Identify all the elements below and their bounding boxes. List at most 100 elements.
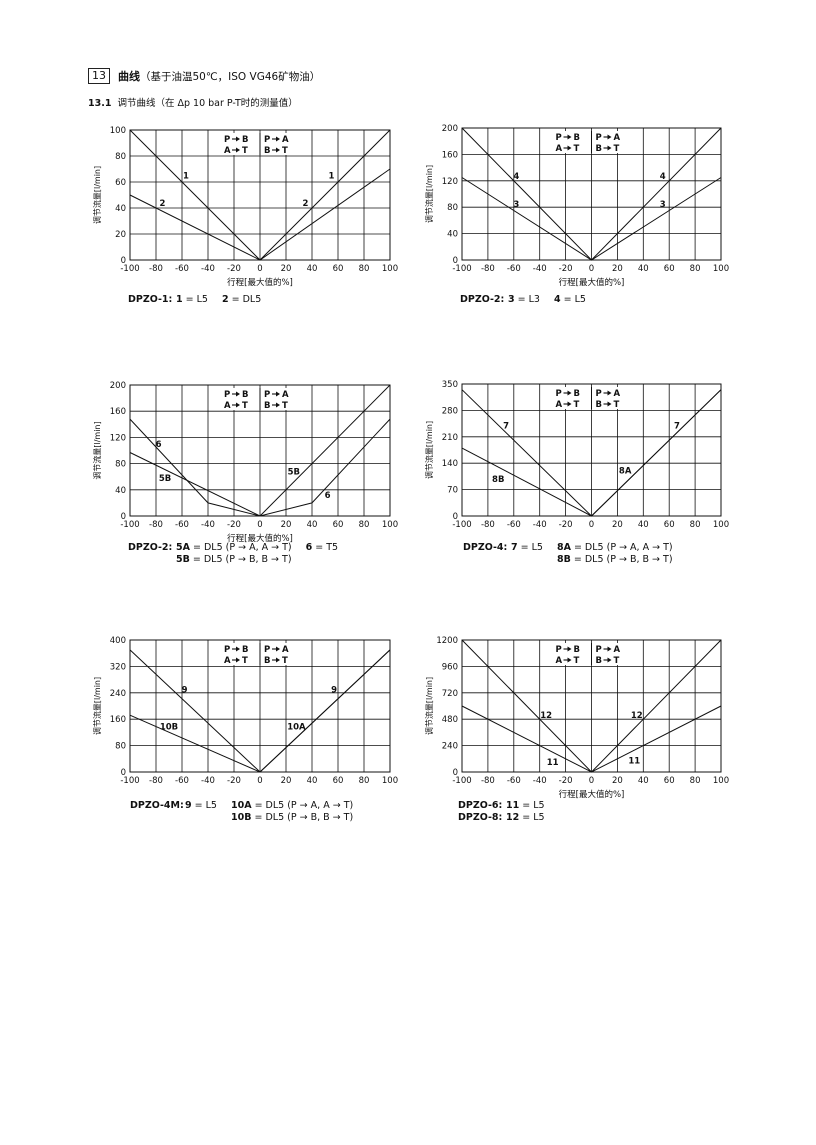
subsection-heading: 13.1 调节曲线（在 Δp 10 bar P-T时的测量值） <box>88 95 298 109</box>
caption-line: DPZO-6: 11 = L5 <box>458 800 545 812</box>
y-tick-label: 40 <box>115 204 126 214</box>
caption: DPZO-6: 11 = L5 <box>458 800 545 812</box>
curve-label: 4 <box>660 172 666 182</box>
caption: DPZO-4M: 9 = L5 10A = DL5 (P → A, A → T) 10… <box>130 800 353 824</box>
curve-label: 11 <box>628 756 640 766</box>
series-line-3 <box>461 177 722 261</box>
x-tick-label: 60 <box>333 520 344 530</box>
y-tick-label: 120 <box>442 177 458 187</box>
chart-2: -100 -80 -60 -40 -20 0 20 40 60 80 100 0 40 80 120 160 2… <box>424 124 729 288</box>
curve-label: 8B <box>492 475 504 485</box>
curve-label: 4 <box>513 172 519 182</box>
x-tick-label: 60 <box>664 776 675 786</box>
x-tick-label: 60 <box>333 264 344 274</box>
curve-label: 10B <box>160 722 178 732</box>
x-tick-label: 20 <box>612 520 623 530</box>
caption-model: DPZO-4: <box>463 542 508 553</box>
x-tick-label: 80 <box>690 264 701 274</box>
flow-letter: B <box>242 390 248 400</box>
y-tick-label: 80 <box>447 203 458 213</box>
y-tick-label: 120 <box>110 433 126 443</box>
caption-key: 10A <box>230 800 252 811</box>
y-tick-label: 280 <box>442 406 458 416</box>
curve-label: 12 <box>631 711 643 721</box>
flow-letter: A <box>282 390 289 400</box>
caption-text: = DL5 (P → B, B → T) <box>251 812 354 823</box>
caption-key: 8B <box>557 554 571 565</box>
x-tick-label: 0 <box>257 264 262 274</box>
caption-text: = L5 <box>560 294 586 305</box>
flow-arrow-head <box>276 646 280 652</box>
x-tick-label: -100 <box>120 520 139 530</box>
flow-letter: A <box>614 133 621 143</box>
x-tick-label: -80 <box>149 776 163 786</box>
flow-letter: T <box>614 656 620 666</box>
y-tick-label: 320 <box>110 662 126 672</box>
curve-label: 6 <box>325 491 331 501</box>
caption-model: DPZO-1: <box>128 294 173 305</box>
flow-letter: A <box>282 135 289 145</box>
x-tick-label: 20 <box>612 776 623 786</box>
flow-letter: P <box>224 135 230 145</box>
series-line-8A <box>591 389 722 517</box>
caption-key: 8A <box>556 542 571 553</box>
flow-letter: B <box>242 645 248 655</box>
flow-letter: P <box>264 645 270 655</box>
flow-arrow-head <box>567 134 572 140</box>
y-tick-label: 160 <box>110 407 126 417</box>
x-tick-label: -20 <box>559 520 573 530</box>
curve-label: 11 <box>547 758 559 768</box>
flow-letter: B <box>596 400 602 410</box>
flow-letter: A <box>282 645 289 655</box>
y-tick-label: 80 <box>115 460 126 470</box>
caption-line: 5B = DL5 (P → B, B → T) <box>128 554 338 566</box>
flow-letter: B <box>242 135 248 145</box>
x-tick-label: 0 <box>589 264 594 274</box>
flow-letter: P <box>264 390 270 400</box>
caption-text: = DL5 (P → A, A → T) <box>189 542 292 553</box>
flow-letter: T <box>614 400 620 410</box>
y-tick-label: 0 <box>121 256 126 266</box>
caption-model: DPZO-8: <box>458 812 503 823</box>
caption-line: 8B = DL5 (P → B, B → T) <box>463 554 673 566</box>
y-tick-label: 200 <box>110 381 126 391</box>
x-tick-label: -60 <box>507 264 521 274</box>
chart-6: -100 -80 -60 -40 -20 0 20 40 60 80 100 0 240 480 720 96… <box>424 636 729 800</box>
x-tick-label: 60 <box>664 520 675 530</box>
flow-letter: T <box>574 400 580 410</box>
y-tick-label: 350 <box>442 380 458 390</box>
x-tick-label: 80 <box>359 776 370 786</box>
flow-letter: P <box>596 389 602 399</box>
caption-text: = L5 <box>519 812 545 823</box>
y-tick-label: 0 <box>453 256 458 266</box>
flow-arrow-head <box>276 657 280 663</box>
flow-arrow-head <box>276 136 280 142</box>
x-tick-label: 20 <box>281 264 292 274</box>
flow-letter: T <box>282 401 288 411</box>
caption-key: 7 <box>511 542 518 553</box>
chart-5: -100 -80 -60 -40 -20 0 20 40 60 80 100 0 80 160 240 320… <box>92 636 398 786</box>
flow-letter: B <box>264 401 270 411</box>
x-tick-label: 100 <box>713 776 729 786</box>
section-title-rest: （基于油温50℃，ISO VG46矿物油） <box>140 71 321 83</box>
x-tick-label: -80 <box>481 264 495 274</box>
y-tick-label: 720 <box>442 689 458 699</box>
y-axis-label: 调节流量[l/min] <box>92 166 102 224</box>
x-tick-label: -20 <box>227 776 241 786</box>
flow-letter: T <box>242 401 248 411</box>
y-axis-label: 调节流量[l/min] <box>92 421 102 479</box>
x-tick-label: -80 <box>149 264 163 274</box>
caption-text: = L5 <box>191 800 217 811</box>
y-tick-label: 200 <box>442 124 458 134</box>
chart-3: -100 -80 -60 -40 -20 0 20 40 60 80 100 0 40 80 120 160 2… <box>92 381 398 544</box>
series-line-8B <box>461 447 592 517</box>
y-tick-label: 80 <box>115 742 126 752</box>
y-tick-label: 400 <box>110 636 126 646</box>
y-tick-label: 240 <box>442 742 458 752</box>
caption: DPZO-2: 5A = DL5 (P → A, A → T) 6 = T5 5B =… <box>128 542 338 566</box>
caption-model: DPZO-2: <box>460 294 505 305</box>
series-line-10A <box>259 649 391 773</box>
curve-label: 5B <box>288 467 300 477</box>
x-tick-label: 80 <box>690 776 701 786</box>
x-tick-label: 40 <box>638 520 649 530</box>
